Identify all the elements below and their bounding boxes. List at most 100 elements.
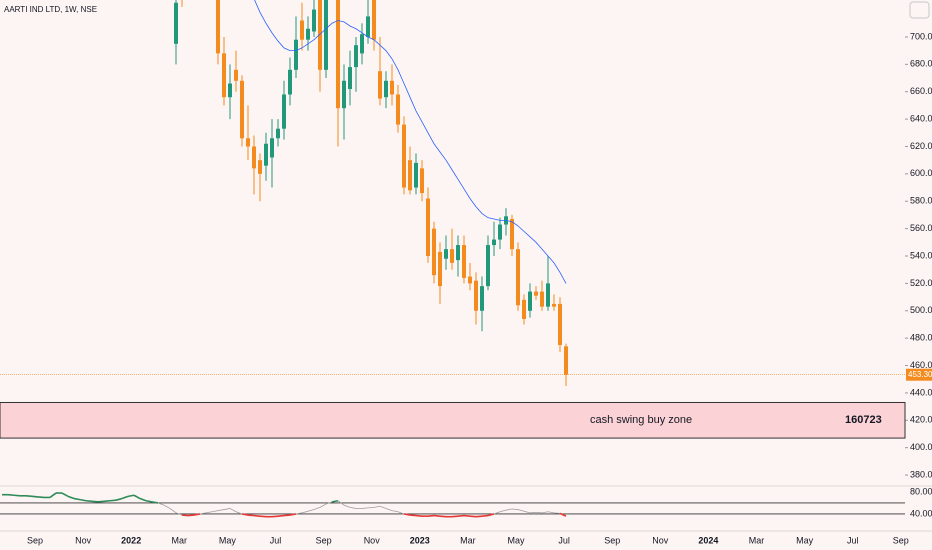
rsi-line (553, 512, 561, 514)
rsi-line (79, 498, 87, 502)
candle-body (498, 224, 502, 240)
candle-body (300, 20, 304, 40)
rsi-line (385, 508, 393, 512)
candle-body (276, 128, 280, 139)
y-tick-label: 600.00 (910, 168, 932, 178)
x-tick-label: Nov (364, 535, 381, 545)
rsi-line (193, 513, 201, 516)
rsi-line (127, 494, 135, 498)
rsi-line (217, 509, 225, 512)
candle-body (282, 94, 286, 129)
settings-button[interactable] (909, 1, 930, 19)
rsi-line (61, 492, 69, 498)
y-tick-label: 500.00 (910, 305, 932, 315)
rsi-line (91, 500, 99, 503)
x-tick-label: 2024 (698, 535, 718, 545)
sma-line (254, 0, 567, 284)
candle-body (342, 80, 346, 109)
candle-body (294, 39, 298, 70)
rsi-line (301, 510, 309, 514)
rsi-line (331, 499, 339, 503)
candle-body (426, 198, 430, 257)
rsi-line (499, 509, 507, 513)
rsi-line (475, 515, 483, 518)
candle-body (264, 143, 268, 166)
rsi-line (505, 508, 513, 511)
rsi-line (37, 496, 45, 499)
candle-body (228, 83, 232, 98)
price-label-bg (906, 368, 932, 381)
y-tick-label: 520.00 (910, 278, 932, 288)
rsi-line (73, 497, 81, 501)
candle-body (450, 249, 454, 263)
x-tick-label: Mar (172, 535, 188, 545)
candle-body (414, 162, 418, 188)
candle-body (312, 9, 316, 32)
x-tick-label: Sep (604, 535, 620, 545)
rsi-line (13, 494, 21, 497)
x-tick-label: Nov (75, 535, 92, 545)
candle-body (522, 299, 526, 319)
rsi-line (163, 504, 171, 509)
rsi-line (85, 499, 93, 503)
rsi-line (289, 513, 297, 516)
rsi-line (547, 511, 555, 514)
candle-body (474, 280, 478, 311)
rsi-line (145, 499, 153, 503)
rsi-line (409, 514, 417, 517)
candle-body (216, 0, 220, 54)
rsi-line (49, 492, 57, 499)
rsi-line (211, 510, 219, 513)
rsi-line (109, 499, 117, 502)
candle-body (408, 160, 412, 191)
rsi-line (397, 511, 405, 515)
candle-body (348, 67, 352, 89)
rsi-line (451, 515, 459, 518)
candle-body (462, 245, 466, 278)
y-tick-label: 460.00 (910, 360, 932, 370)
candle-body (288, 69, 292, 95)
rsi-line (271, 515, 279, 518)
rsi-line (121, 495, 129, 500)
rsi-line (7, 493, 15, 497)
candle-body (456, 245, 460, 261)
rsi-line (493, 511, 501, 515)
candle-body (540, 291, 544, 307)
y-tick-label: 660.00 (910, 86, 932, 96)
rsi-line (403, 513, 411, 516)
rsi-line (247, 514, 255, 517)
candle-body (174, 2, 178, 44)
candle-body (240, 80, 244, 139)
candle-body (390, 80, 394, 95)
candle-body (534, 291, 538, 296)
rsi-line (205, 511, 213, 514)
rsi-line (469, 515, 477, 518)
rsi-line (463, 514, 471, 517)
candle-body (468, 276, 472, 284)
rsi-line (559, 512, 567, 517)
rsi-line (427, 514, 435, 517)
price-label: 453.30 (908, 370, 932, 379)
candle-body (546, 283, 550, 307)
rsi-line (457, 514, 465, 517)
rsi-line (67, 495, 75, 500)
rsi-line (391, 510, 399, 513)
rsi-line (241, 513, 249, 516)
candle-body (360, 34, 364, 54)
rsi-line (283, 514, 291, 517)
x-tick-label: Jul (847, 535, 859, 545)
x-tick-label: May (507, 535, 525, 545)
rsi-line (361, 507, 369, 509)
y-tick-label: 420.00 (910, 415, 932, 425)
candle-body (336, 0, 340, 109)
x-tick-label: Mar (749, 535, 765, 545)
rsi-line (181, 514, 189, 517)
rsi-line (439, 515, 447, 518)
rsi-line (373, 505, 381, 508)
rsi-line (313, 506, 321, 510)
rsi-line (325, 501, 333, 505)
candle-body (432, 228, 436, 276)
rsi-tick-label: 40.00 (910, 508, 932, 518)
candle-body (324, 0, 328, 70)
